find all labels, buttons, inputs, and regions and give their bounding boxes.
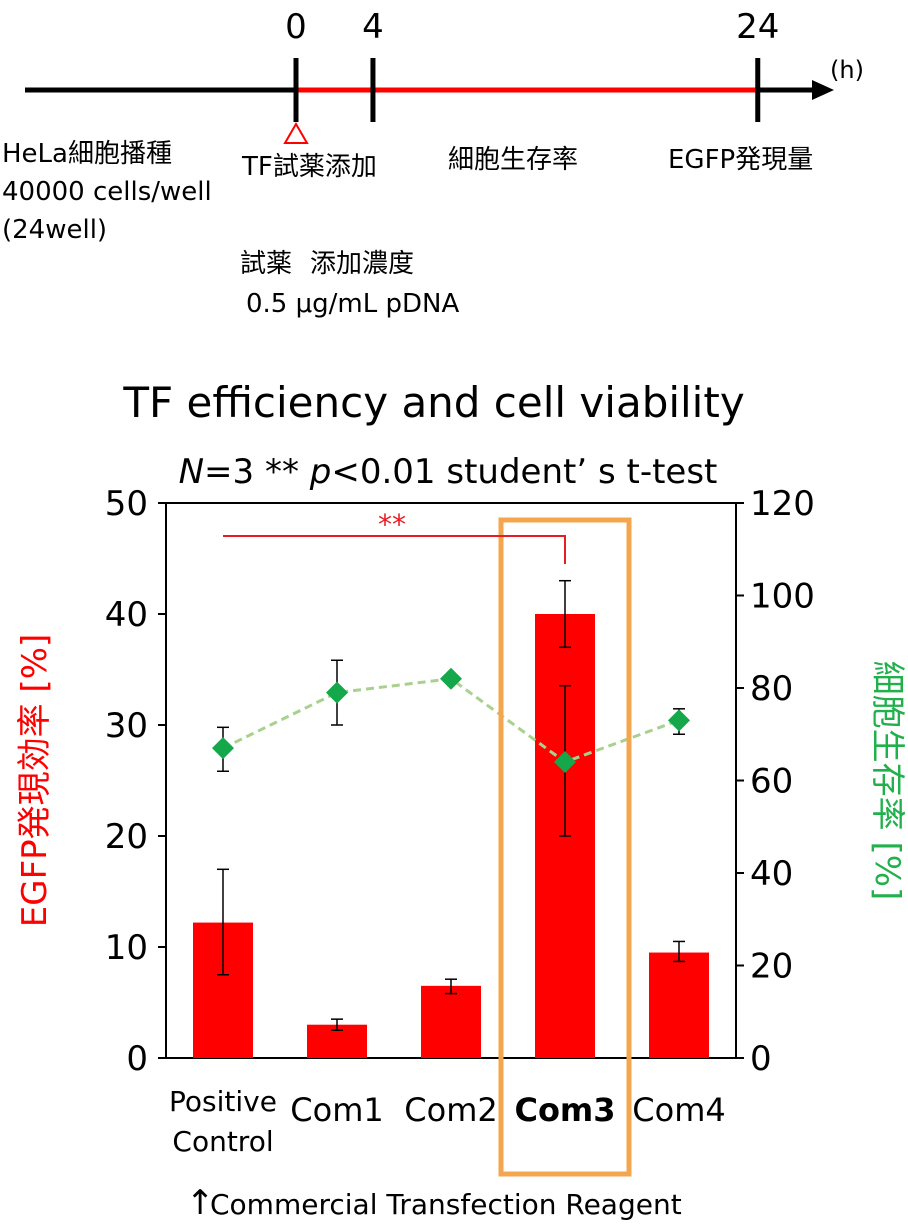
concentration-value: 0.5 μg/mL pDNA xyxy=(246,289,459,319)
chart-subtitle: N=3 ** p<0.01 student’ s t-test xyxy=(179,452,718,492)
reagent-add-label: TF試薬添加 xyxy=(241,152,377,182)
viability-point xyxy=(440,667,462,690)
left-tick-label: 10 xyxy=(105,928,148,968)
up-arrow-icon: ↑ xyxy=(186,1183,215,1223)
right-tick-label: 0 xyxy=(750,1039,772,1079)
right-axis-label: 細胞生存率 [%] xyxy=(867,661,907,901)
right-tick-label: 20 xyxy=(750,947,793,987)
seeding-plate: (24well) xyxy=(2,215,107,245)
significance-label: ** xyxy=(378,508,406,541)
concentration-label: 添加濃度 xyxy=(310,249,414,279)
left-tick-label: 0 xyxy=(126,1039,148,1079)
timeline-unit: (h) xyxy=(830,56,864,84)
chart-titles: TF efficiency and cell viability N=3 ** p… xyxy=(122,378,744,492)
category-label: Com1 xyxy=(290,1091,383,1129)
significance-bracket xyxy=(223,535,566,564)
timeline-tick-label: 4 xyxy=(362,7,384,47)
left-tick-label: 50 xyxy=(105,484,148,524)
right-tick-label: 100 xyxy=(750,577,815,617)
left-tick-label: 20 xyxy=(105,817,148,857)
chart-title: TF efficiency and cell viability xyxy=(122,378,744,427)
egfp-bar xyxy=(649,952,709,1058)
chart-viability-series xyxy=(212,659,690,837)
egfp-bar xyxy=(421,985,481,1058)
timeline-arrow-icon xyxy=(812,80,834,100)
right-tick-label: 60 xyxy=(750,762,793,802)
viability-point xyxy=(554,751,576,773)
reagent-label: 試薬 xyxy=(240,249,292,279)
seeding-density: 40000 cells/well xyxy=(2,177,212,207)
reagent-add-marker-icon xyxy=(283,122,309,144)
right-tick-label: 80 xyxy=(750,669,793,709)
category-label: Positive Control xyxy=(169,1085,277,1158)
category-label: Com2 xyxy=(404,1091,497,1129)
chart-annotations: ** ↑Commercial Transfection Reagent xyxy=(186,508,682,1223)
highlight-box xyxy=(498,517,632,1177)
left-tick-label: 40 xyxy=(105,595,148,635)
timeline-tick-label: 0 xyxy=(285,7,307,47)
chart-axes: 0 10 20 30 40 50 0 20 40 60 80 100 120 EGFP発現効率 [%] 細胞… xyxy=(15,484,907,1158)
right-tick-label: 40 xyxy=(750,854,793,894)
seeding-label: HeLa細胞播種 xyxy=(2,139,172,169)
viability-point xyxy=(326,681,348,704)
right-tick-label: 120 xyxy=(750,484,815,524)
viability-line xyxy=(222,677,680,764)
chart-bars xyxy=(193,579,709,1058)
viability-point xyxy=(212,737,234,760)
left-axis-label: EGFP発現効率 [%] xyxy=(15,634,55,928)
left-tick-label: 30 xyxy=(105,706,148,746)
category-label: Com4 xyxy=(632,1091,725,1129)
timeline-axis xyxy=(25,58,834,144)
expression-timepoint-label: EGFP発現量 xyxy=(668,145,813,175)
tf-efficiency-chart: TF efficiency and cell viability N=3 ** p… xyxy=(15,378,907,1223)
footnote: Commercial Transfection Reagent xyxy=(210,1188,682,1221)
viability-timepoint-label: 細胞生存率 xyxy=(448,145,578,175)
timeline-tick-label: 24 xyxy=(736,7,779,47)
category-label: Com3 xyxy=(514,1091,615,1129)
viability-point xyxy=(668,709,690,732)
